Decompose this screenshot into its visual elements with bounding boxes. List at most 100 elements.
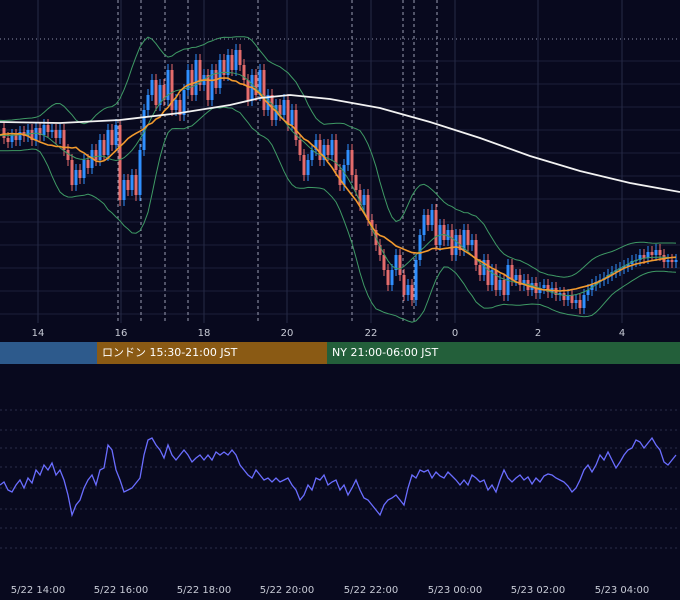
candle-body — [430, 210, 434, 225]
candle-body — [462, 230, 466, 250]
candle-body — [178, 100, 182, 115]
candle-body — [638, 255, 642, 260]
candle-body — [478, 265, 482, 275]
time-tick-label: 5/23 04:00 — [595, 585, 649, 596]
oscillator-grid — [0, 409, 680, 549]
candle-body — [618, 268, 622, 270]
candle-body — [458, 235, 462, 250]
candle-body — [182, 90, 186, 115]
time-tick-label: 5/22 22:00 — [344, 585, 398, 596]
candle-body — [170, 70, 174, 110]
candle-body — [510, 265, 514, 280]
candle-body — [18, 132, 22, 140]
time-tick-label: 5/23 00:00 — [428, 585, 482, 596]
candle-body — [474, 240, 478, 265]
candle-body — [190, 70, 194, 95]
bollinger-middle-band — [0, 71, 677, 297]
candle-body — [254, 75, 258, 95]
candle-body — [386, 270, 390, 285]
candle-body — [166, 70, 170, 100]
candle-body — [286, 100, 290, 125]
hour-tick-label: 2 — [535, 328, 541, 339]
candle-body — [390, 270, 394, 285]
candle-body — [354, 175, 358, 190]
candle-body — [350, 150, 354, 175]
candle-body — [30, 130, 34, 140]
candle-body — [414, 260, 418, 300]
candle-body — [230, 55, 234, 70]
candle-body — [134, 175, 138, 195]
session-segment: ロンドン 15:30-21:00 JST — [97, 342, 327, 364]
candle-body — [442, 225, 446, 240]
candle-body — [198, 60, 202, 85]
candle-body — [14, 135, 18, 140]
candle-body — [194, 60, 198, 95]
time-tick-label: 5/22 14:00 — [11, 585, 65, 596]
candle-body — [650, 252, 654, 255]
candle-body — [570, 295, 574, 303]
candle-body — [334, 140, 338, 170]
candle-body — [154, 80, 158, 105]
candle-body — [118, 125, 122, 200]
candle-body — [82, 160, 86, 178]
price-chart[interactable] — [0, 0, 680, 323]
candle-body — [6, 138, 10, 142]
candle-body — [110, 130, 114, 145]
candle-body — [622, 266, 626, 268]
session-bar: ロンドン 15:30-21:00 JST NY 21:00-06:00 JST — [0, 342, 680, 364]
candle-body — [566, 295, 570, 300]
candle-body — [10, 135, 14, 142]
candle-body — [526, 280, 530, 290]
candle-body — [262, 70, 266, 110]
hour-tick-label: 4 — [619, 328, 625, 339]
candle-body — [498, 280, 502, 290]
hour-tick-label: 14 — [32, 328, 45, 339]
session-segment — [0, 342, 97, 364]
session-segment: NY 21:00-06:00 JST — [327, 342, 680, 364]
hour-axis: 14 16 18 20 22 0 2 4 — [0, 323, 680, 342]
candle-body — [426, 215, 430, 225]
candle-body — [330, 140, 334, 155]
candle-body — [326, 145, 330, 155]
candle-body — [54, 130, 58, 138]
candle-body — [26, 130, 30, 136]
time-tick-label: 5/22 20:00 — [260, 585, 314, 596]
candle-body — [226, 55, 230, 75]
moving-average-orange — [0, 77, 677, 292]
candle-body — [582, 295, 586, 308]
candle-body — [142, 110, 146, 150]
candle-body — [78, 170, 82, 178]
candle-body — [514, 275, 518, 280]
hour-tick-label: 0 — [452, 328, 458, 339]
candle-body — [378, 245, 382, 255]
candle-body — [342, 165, 346, 185]
candle-body — [446, 230, 450, 240]
candle-body — [642, 255, 646, 258]
candle-body — [186, 70, 190, 90]
candle-body — [258, 70, 262, 95]
candle-body — [546, 285, 550, 292]
oscillator-chart[interactable] — [0, 366, 680, 576]
candle-body — [422, 215, 426, 235]
candle-body — [210, 70, 214, 100]
candle-body — [314, 140, 318, 150]
candle-body — [654, 250, 658, 255]
hour-tick-label: 22 — [365, 328, 378, 339]
candle-body — [282, 100, 286, 115]
candle-body — [86, 160, 90, 168]
candle-body — [158, 85, 162, 105]
candle-body — [558, 293, 562, 295]
candle-body — [538, 288, 542, 293]
candle-body — [246, 80, 250, 100]
time-tick-label: 5/22 18:00 — [177, 585, 231, 596]
candlesticks — [2, 44, 678, 314]
candle-body — [98, 140, 102, 160]
candle-body — [362, 195, 366, 205]
candle-body — [578, 300, 582, 308]
candle-body — [150, 80, 154, 95]
candle-body — [466, 230, 470, 245]
candle-body — [574, 300, 578, 303]
candle-body — [102, 140, 106, 155]
candle-body — [518, 275, 522, 285]
candle-body — [394, 255, 398, 270]
